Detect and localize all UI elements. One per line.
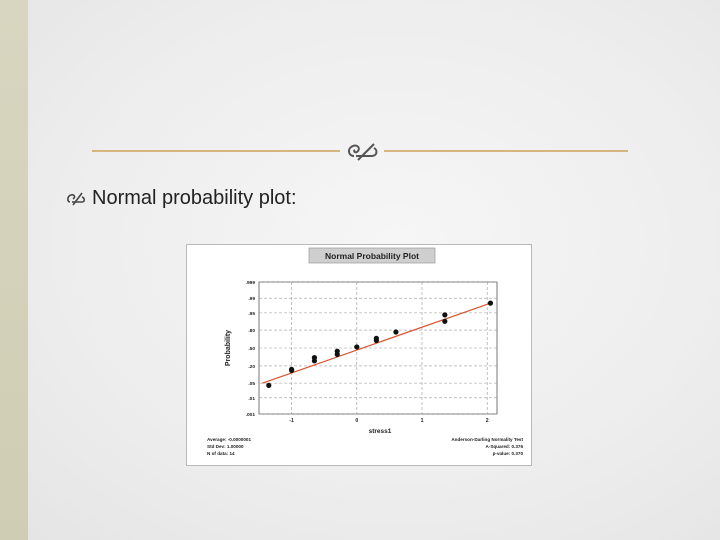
chart-title: Normal Probability Plot — [325, 251, 419, 261]
left-decor-strip — [0, 0, 28, 540]
bullet-item: Normal probability plot: — [66, 184, 297, 212]
x-tick-label: -1 — [289, 418, 294, 424]
title-rule-left — [92, 150, 340, 152]
curl-bullet-icon — [67, 192, 86, 206]
data-point — [354, 344, 360, 350]
y-tick-label: .20 — [248, 364, 255, 370]
normal-probability-chart: Normal Probability Plot .999 .99 .95 .80 .50… — [207, 247, 524, 456]
y-tick-label: .80 — [248, 328, 255, 334]
y-tick-label: .50 — [248, 346, 255, 352]
x-tick-label: 2 — [486, 418, 489, 424]
chart-image-frame: Normal Probability Plot .999 .99 .95 .80 .50… — [186, 244, 532, 466]
stats-left-line: Average: -0.0000001 — [207, 437, 251, 442]
stats-right-line: p-value: 0.370 — [493, 451, 524, 456]
stats-right-line: A-Squared: 0.376 — [485, 444, 523, 449]
y-tick-label: .95 — [248, 311, 255, 317]
y-tick-label: .001 — [246, 412, 256, 418]
x-tick-label: 1 — [421, 418, 424, 424]
x-axis-label: stress1 — [369, 428, 392, 435]
chart-title-banner — [308, 247, 436, 264]
data-point — [373, 335, 379, 341]
y-axis-label: Probability — [225, 330, 232, 366]
plot-area — [258, 281, 498, 415]
y-tick-label: .999 — [246, 280, 256, 286]
data-point — [289, 366, 295, 372]
y-tick-label: .99 — [248, 296, 255, 302]
y-tick-label: .05 — [248, 381, 255, 387]
bullet-text: Normal probability plot: — [92, 186, 297, 209]
data-point — [334, 348, 340, 354]
data-point — [266, 382, 272, 388]
y-tick-label: .01 — [248, 396, 255, 402]
curl-ornament-icon — [348, 143, 378, 161]
data-point — [311, 355, 318, 361]
data-point — [442, 312, 448, 318]
data-point — [393, 329, 399, 335]
fit-line — [262, 302, 491, 384]
title-rule-right — [384, 150, 628, 152]
data-point — [442, 318, 448, 324]
stats-left-line: Std Dev: 1.00000 — [207, 444, 244, 449]
data-point — [487, 300, 494, 306]
stats-left-line: N of data: 14 — [207, 451, 235, 456]
stats-right-line: Anderson-Darling Normality Test — [451, 437, 523, 442]
x-tick-label: 0 — [355, 418, 358, 424]
